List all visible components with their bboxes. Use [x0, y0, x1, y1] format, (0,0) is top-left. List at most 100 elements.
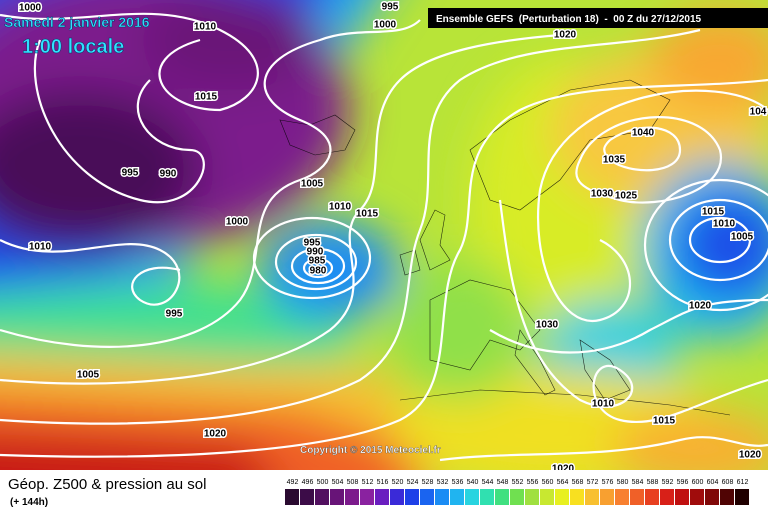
isobar-label: 1015: [653, 416, 676, 427]
isobar-label: 1010: [29, 242, 52, 253]
legend-label: 604: [707, 479, 719, 486]
legend: 492 496 500 504 508 512 516 520 524 528 532 536 540 5…: [285, 479, 749, 505]
legend-label: 608: [722, 479, 734, 486]
legend-swatch: [570, 489, 584, 505]
legend-swatch: [555, 489, 569, 505]
isobar-label: 1030: [591, 189, 614, 200]
legend-swatch: [600, 489, 614, 505]
isobar-label: 1000: [19, 3, 42, 14]
isobar-label: 1005: [77, 370, 100, 381]
isobar-label: 1020: [554, 30, 577, 41]
legend-swatch: [540, 489, 554, 505]
legend-label: 492: [287, 479, 299, 486]
isobar-label: 1010: [329, 202, 352, 213]
legend-swatch: [735, 489, 749, 505]
isobars: [0, 12, 768, 462]
isobar-label: 1015: [702, 207, 725, 218]
legend-label: 496: [302, 479, 314, 486]
legend-swatch: [345, 489, 359, 505]
legend-label: 500: [317, 479, 329, 486]
date-label: Samedi 2 janvier 2016: [4, 14, 150, 30]
legend-label: 512: [362, 479, 374, 486]
legend-swatch: [675, 489, 689, 505]
legend-swatch: [510, 489, 524, 505]
legend-label: 504: [332, 479, 344, 486]
isobar-label: 104: [750, 107, 767, 118]
isobar-label: 1020: [552, 464, 575, 475]
legend-swatch: [420, 489, 434, 505]
legend-swatch: [690, 489, 704, 505]
legend-swatch: [315, 489, 329, 505]
legend-swatch: [720, 489, 734, 505]
legend-label: 560: [542, 479, 554, 486]
legend-swatch: [405, 489, 419, 505]
run-label: Ensemble GEFS (Perturbation 18) - 00 Z d…: [436, 14, 702, 25]
isobar-label: 980: [310, 266, 327, 277]
legend-swatch: [390, 489, 404, 505]
isobar-label: 1030: [536, 320, 559, 331]
legend-label: 576: [602, 479, 614, 486]
isobar-label: 990: [160, 169, 177, 180]
isobar-label: 1005: [731, 232, 754, 243]
legend-label: 520: [392, 479, 404, 486]
legend-swatch: [480, 489, 494, 505]
isobar-label: 1000: [226, 217, 249, 228]
legend-swatch: [450, 489, 464, 505]
isobar-label: 1015: [356, 209, 379, 220]
legend-swatch: [615, 489, 629, 505]
legend-swatch: [660, 489, 674, 505]
isobar-label: 1035: [603, 155, 626, 166]
isobar-label: 995: [304, 238, 321, 249]
legend-label: 544: [482, 479, 494, 486]
legend-swatch: [300, 489, 314, 505]
legend-label: 596: [677, 479, 689, 486]
legend-swatch: [585, 489, 599, 505]
isobar-label: 1010: [592, 399, 615, 410]
legend-label: 580: [617, 479, 629, 486]
legend-label: 524: [407, 479, 419, 486]
legend-swatch: [375, 489, 389, 505]
legend-label: 600: [692, 479, 704, 486]
legend-swatch: [705, 489, 719, 505]
legend-swatch: [360, 489, 374, 505]
legend-label: 528: [422, 479, 434, 486]
legend-label: 556: [527, 479, 539, 486]
legend-label: 548: [497, 479, 509, 486]
isobar-label: 1025: [615, 191, 638, 202]
run-box: [428, 8, 768, 28]
legend-swatch: [525, 489, 539, 505]
isobar-label: 990: [307, 247, 324, 258]
isobar-label: 1015: [195, 92, 218, 103]
legend-swatch: [645, 489, 659, 505]
legend-label: 572: [587, 479, 599, 486]
isobar-label: 1010: [713, 219, 736, 230]
legend-label: 508: [347, 479, 359, 486]
isobar-label: 995: [382, 2, 399, 13]
isobar-label: 995: [166, 309, 183, 320]
isobar-label: 1010: [194, 22, 217, 33]
legend-label: 584: [632, 479, 644, 486]
isobar-label: 1040: [632, 128, 655, 139]
legend-label: 612: [737, 479, 749, 486]
isobar-label: 1020: [204, 429, 227, 440]
legend-swatch: [630, 489, 644, 505]
footer-lead: (+ 144h): [10, 497, 48, 508]
isobar-label: 1020: [689, 301, 712, 312]
legend-label: 516: [377, 479, 389, 486]
isobar-label: 985: [309, 256, 326, 267]
legend-label: 552: [512, 479, 524, 486]
legend-label: 536: [452, 479, 464, 486]
footer-title: Géop. Z500 & pression au sol: [8, 476, 206, 493]
legend-label: 532: [437, 479, 449, 486]
isobar-label: 1005: [301, 179, 324, 190]
legend-label: 564: [557, 479, 569, 486]
isobar-label: 1000: [374, 20, 397, 31]
legend-label: 592: [662, 479, 674, 486]
isobar-label: 995: [122, 168, 139, 179]
copyright: Copyright © 2015 Meteociel.fr: [300, 445, 441, 456]
legend-label: 568: [572, 479, 584, 486]
